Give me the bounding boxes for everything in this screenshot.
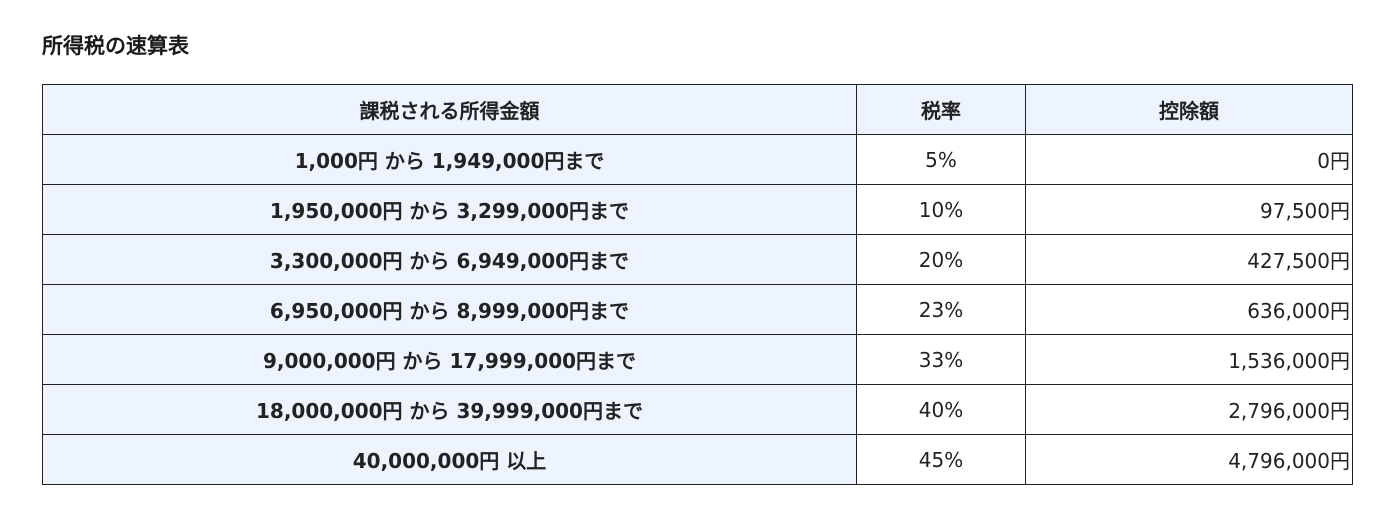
income-range-cell: 6,950,000円 から 8,999,000円まで (42, 284, 857, 335)
tax-rate-table: 課税される所得金額 税率 控除額 1,000円 から 1,949,000円まで … (42, 84, 1353, 485)
tax-rate-cell: 23% (856, 284, 1026, 335)
tax-rate-cell: 40% (856, 384, 1026, 435)
tax-rate-cell: 5% (856, 134, 1026, 185)
table-row: 1,000円 から 1,949,000円まで 5% 0円 (42, 134, 1353, 185)
deduction-cell: 4,796,000円 (1025, 434, 1353, 485)
deduction-cell: 1,536,000円 (1025, 334, 1353, 385)
tax-rate-cell: 45% (856, 434, 1026, 485)
table-row: 40,000,000円 以上 45% 4,796,000円 (42, 434, 1353, 485)
tax-rate-cell: 10% (856, 184, 1026, 235)
deduction-cell: 636,000円 (1025, 284, 1353, 335)
header-deduction: 控除額 (1025, 84, 1353, 135)
page-title: 所得税の速算表 (42, 34, 189, 58)
deduction-cell: 2,796,000円 (1025, 384, 1353, 435)
header-taxable-income: 課税される所得金額 (42, 84, 857, 135)
deduction-cell: 0円 (1025, 134, 1353, 185)
income-range-cell: 1,950,000円 から 3,299,000円まで (42, 184, 857, 235)
table-row: 9,000,000円 から 17,999,000円まで 33% 1,536,00… (42, 334, 1353, 385)
income-range-cell: 3,300,000円 から 6,949,000円まで (42, 234, 857, 285)
table-row: 6,950,000円 から 8,999,000円まで 23% 636,000円 (42, 284, 1353, 335)
income-range-cell: 40,000,000円 以上 (42, 434, 857, 485)
deduction-cell: 427,500円 (1025, 234, 1353, 285)
tax-rate-cell: 20% (856, 234, 1026, 285)
table-header-row: 課税される所得金額 税率 控除額 (42, 84, 1353, 135)
header-tax-rate: 税率 (856, 84, 1026, 135)
table-row: 1,950,000円 から 3,299,000円まで 10% 97,500円 (42, 184, 1353, 235)
income-range-cell: 18,000,000円 から 39,999,000円まで (42, 384, 857, 435)
deduction-cell: 97,500円 (1025, 184, 1353, 235)
table-row: 3,300,000円 から 6,949,000円まで 20% 427,500円 (42, 234, 1353, 285)
tax-rate-cell: 33% (856, 334, 1026, 385)
income-range-cell: 1,000円 から 1,949,000円まで (42, 134, 857, 185)
table-row: 18,000,000円 から 39,999,000円まで 40% 2,796,0… (42, 384, 1353, 435)
income-range-cell: 9,000,000円 から 17,999,000円まで (42, 334, 857, 385)
